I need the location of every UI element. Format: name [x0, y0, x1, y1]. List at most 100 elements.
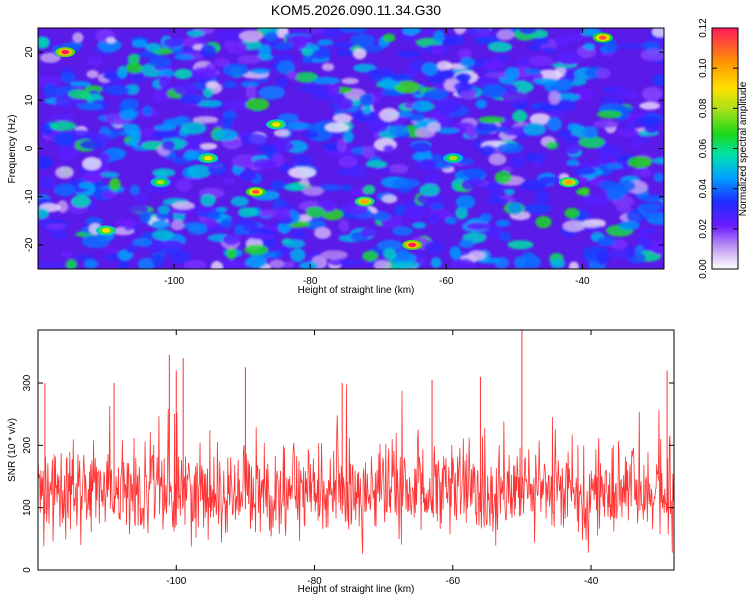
heatmap-cell — [485, 126, 510, 133]
snr-y-ticks: 0 100 200 300 — [22, 374, 674, 573]
snr-panel: -100 -80 -60 -40 0 100 200 300 Height of strai… — [7, 329, 675, 595]
heatmap-cell — [188, 224, 208, 235]
heatmap-cell — [192, 116, 219, 124]
heatmap-cell — [81, 235, 110, 249]
heatmap-cell — [148, 56, 173, 68]
heatmap-panel: -100 -80 -60 -40 20 10 0 -10 -20 Height of stra… — [7, 27, 665, 296]
heatmap-cell — [353, 48, 367, 60]
heatmap-cell — [269, 259, 285, 269]
heatmap-cell — [220, 218, 233, 229]
heatmap-cell — [120, 98, 140, 111]
heatmap-cell — [169, 250, 191, 264]
heatmap-cell — [482, 61, 499, 70]
heatmap-cell — [276, 60, 296, 75]
heatmap-cell — [69, 81, 92, 87]
heatmap-cell — [131, 39, 148, 48]
heatmap-cell — [518, 28, 537, 35]
heatmap-cell — [183, 150, 199, 161]
heatmap-cell — [82, 172, 103, 183]
heatmap-cell — [154, 124, 177, 131]
heatmap-cell — [468, 250, 487, 260]
heatmap-cell — [245, 86, 257, 100]
heatmap-peak — [449, 155, 458, 161]
heatmap-cell — [259, 209, 278, 218]
heatmap-cell — [225, 40, 248, 55]
heatmap-cell — [582, 195, 608, 207]
heatmap-cell — [476, 76, 490, 85]
heatmap-cell — [53, 183, 76, 197]
heatmap-cell — [304, 219, 326, 230]
heatmap-cell — [221, 116, 234, 129]
heatmap-cell — [412, 100, 434, 113]
heatmap-cell — [497, 55, 512, 62]
heatmap-cell — [596, 110, 622, 119]
heatmap-peak — [408, 242, 417, 248]
heatmap-cell — [341, 77, 359, 85]
heatmap-cell — [156, 211, 170, 221]
heatmap-cell — [224, 99, 251, 111]
heatmap-cell — [564, 207, 580, 219]
heatmap-cell — [393, 261, 420, 269]
heatmap-cell — [285, 122, 313, 130]
heatmap-cell — [454, 28, 466, 35]
snr-spikes — [44, 330, 668, 514]
heatmap-cell — [496, 29, 515, 41]
heatmap-cell — [475, 99, 487, 109]
heatmap-cell — [453, 81, 473, 92]
heatmap-cell — [77, 102, 103, 111]
heatmap-cell — [525, 152, 539, 163]
heatmap-cell — [214, 57, 230, 67]
snr-y-axis-label: SNR (10 * v/v) — [7, 418, 18, 482]
heatmap-cell — [424, 241, 445, 255]
heatmap-cell — [239, 30, 263, 42]
heatmap-cell — [466, 28, 478, 38]
colorbar-tick-label: 0.06 — [698, 138, 709, 158]
heatmap-cell — [79, 140, 104, 150]
heatmap-cell — [494, 170, 512, 184]
heatmap-cell — [546, 117, 562, 131]
heatmap-cell — [397, 248, 410, 261]
heatmap-cell — [435, 103, 453, 116]
heatmap-cell — [422, 28, 433, 36]
heatmap-cell — [68, 89, 90, 99]
snr-frame — [37, 329, 675, 571]
heatmap-cell — [360, 227, 378, 238]
heatmap-cell — [376, 80, 400, 87]
heatmap-cell — [376, 239, 404, 252]
y-tick-label: 10 — [24, 94, 35, 106]
heatmap-cell — [579, 187, 591, 196]
heatmap-cell — [336, 97, 354, 111]
heatmap-cell — [412, 222, 427, 229]
heatmap-cell — [455, 72, 472, 83]
heatmap-cell — [580, 219, 602, 228]
heatmap-cell — [86, 56, 104, 67]
heatmap-cell — [606, 86, 629, 96]
heatmap-cell — [312, 76, 341, 85]
heatmap-cell — [566, 159, 580, 166]
heatmap-cell — [222, 80, 238, 89]
heatmap-cell — [306, 28, 325, 34]
x-tick-label: -100 — [164, 276, 184, 287]
heatmap-cell — [413, 251, 425, 259]
heatmap-cell — [207, 162, 227, 176]
heatmap-cell — [332, 113, 353, 123]
heatmap-cell — [239, 169, 257, 182]
heatmap-cell — [416, 193, 443, 205]
heatmap-cell — [400, 33, 416, 42]
heatmap-cell — [100, 171, 120, 178]
heatmap-cell — [507, 240, 534, 250]
heatmap-cell — [49, 114, 76, 122]
heatmap-cell — [137, 257, 155, 269]
heatmap-cell — [129, 184, 140, 196]
heatmap-cell — [222, 63, 250, 77]
heatmap-cell — [245, 98, 270, 111]
heatmap-cell — [327, 83, 341, 96]
heatmap-cell — [237, 54, 262, 64]
heatmap-cell — [163, 37, 184, 48]
x-tick-label: -60 — [446, 576, 461, 587]
heatmap-cell — [302, 186, 324, 196]
heatmap-cell — [117, 67, 128, 79]
heatmap-cell — [85, 217, 104, 226]
heatmap-cell — [152, 130, 180, 139]
